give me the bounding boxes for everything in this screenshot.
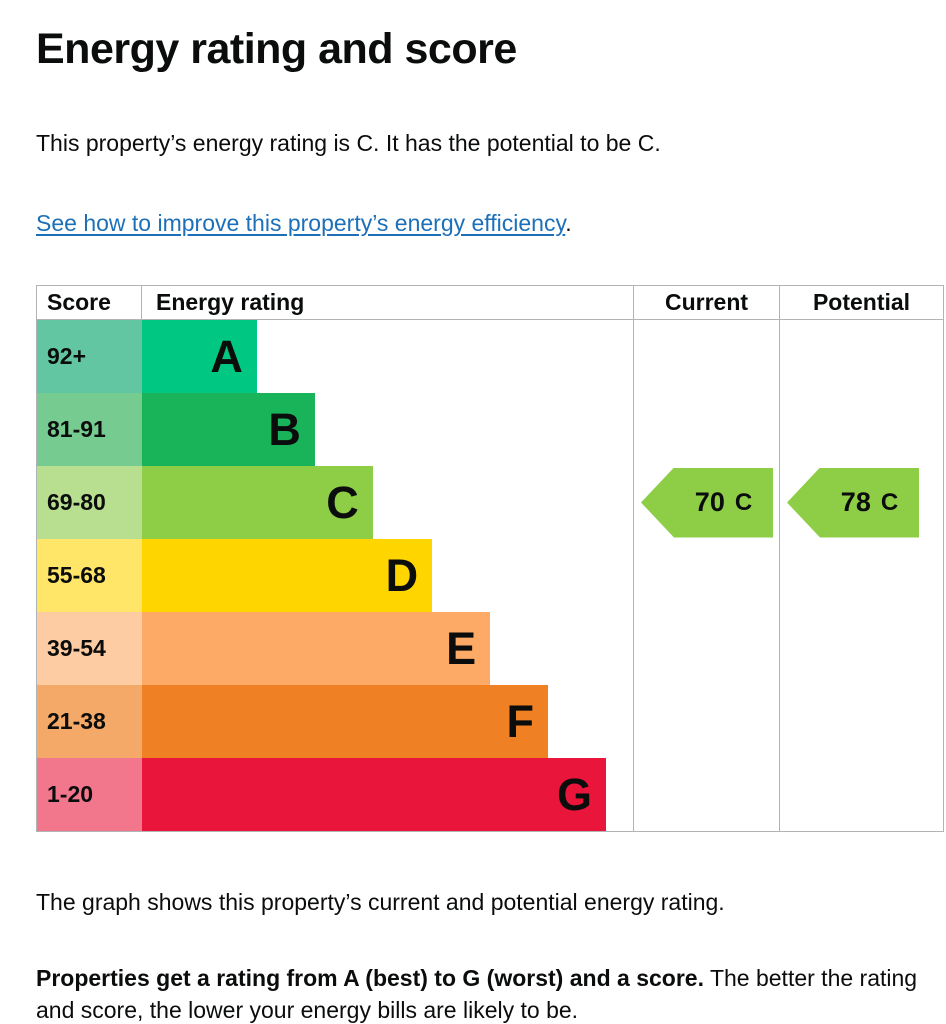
potential-rating-marker: 78 C (787, 467, 919, 538)
current-rating-marker: 70 C (641, 467, 773, 538)
rating-bar-cell: D (142, 539, 633, 612)
score-range: 21-38 (37, 685, 142, 758)
page: Energy rating and score This property’s … (36, 26, 944, 1024)
improve-efficiency-link[interactable]: See how to improve this property’s energ… (36, 210, 566, 236)
potential-letter: C (880, 488, 899, 516)
band-letter: B (268, 404, 301, 455)
current-cell (633, 758, 779, 831)
epc-header-row: Score Energy rating Current Potential (37, 286, 943, 320)
rating-bar: B (142, 393, 315, 466)
rating-bar-cell: A (142, 320, 633, 393)
potential-column-header: Potential (779, 286, 943, 319)
energy-rating-column-header: Energy rating (156, 289, 305, 315)
improve-link-row: See how to improve this property’s energ… (36, 207, 944, 239)
score-range: 81-91 (37, 393, 142, 466)
rating-explainer: Properties get a rating from A (best) to… (36, 962, 944, 1024)
score-range: 92+ (37, 320, 142, 393)
band-row-a: 92+ A (37, 320, 943, 393)
band-letter: F (506, 696, 535, 747)
score-range: 39-54 (37, 612, 142, 685)
current-column-header: Current (633, 286, 779, 319)
potential-cell (779, 612, 943, 685)
potential-cell (779, 393, 943, 466)
potential-score: 78 (840, 487, 871, 517)
band-row-d: 55-68 D (37, 539, 943, 612)
rating-bar-cell: E (142, 612, 633, 685)
potential-cell: 78 C (779, 466, 943, 539)
band-row-f: 21-38 F (37, 685, 943, 758)
band-row-b: 81-91 B (37, 393, 943, 466)
current-cell (633, 393, 779, 466)
graph-caption: The graph shows this property’s current … (36, 889, 725, 915)
score-range: 55-68 (37, 539, 142, 612)
band-letter: D (385, 550, 419, 601)
current-cell: 70 C (633, 466, 779, 539)
band-letter: G (556, 769, 592, 820)
rating-explainer-rest: The better the rating and score, the low… (36, 965, 918, 1023)
band-row-g: 1-20 G (37, 758, 943, 831)
rating-bar: E (142, 612, 491, 685)
potential-cell (779, 320, 943, 393)
rating-bar-cell: G (142, 758, 633, 831)
score-column-header: Score (37, 286, 142, 319)
potential-cell (779, 539, 943, 612)
band-letter: C (326, 477, 359, 528)
current-score: 70 (694, 487, 725, 517)
page-title: Energy rating and score (36, 25, 517, 73)
band-row-e: 39-54 E (37, 612, 943, 685)
rating-bar: C (142, 466, 373, 539)
potential-cell (779, 758, 943, 831)
score-range: 69-80 (37, 466, 142, 539)
rating-summary: This property’s energy rating is C. It h… (36, 130, 661, 156)
band-letter: E (446, 623, 477, 674)
current-cell (633, 612, 779, 685)
rating-bar-cell: C (142, 466, 633, 539)
epc-chart: Score Energy rating Current Potential 92… (36, 285, 944, 832)
current-cell (633, 539, 779, 612)
rating-explainer-bold: Properties get a rating from A (best) to… (36, 965, 704, 991)
link-suffix: . (565, 210, 572, 236)
band-row-c: 69-80 C 70 C 78 C (37, 466, 943, 539)
rating-bar: D (142, 539, 433, 612)
rating-bar: F (142, 685, 549, 758)
rating-bar-cell: F (142, 685, 633, 758)
current-cell (633, 685, 779, 758)
band-letter: A (210, 331, 243, 382)
rating-bar: A (142, 320, 257, 393)
current-letter: C (734, 488, 753, 516)
current-cell (633, 320, 779, 393)
potential-cell (779, 685, 943, 758)
rating-bar-cell: B (142, 393, 633, 466)
rating-bar: G (142, 758, 606, 831)
score-range: 1-20 (37, 758, 142, 831)
